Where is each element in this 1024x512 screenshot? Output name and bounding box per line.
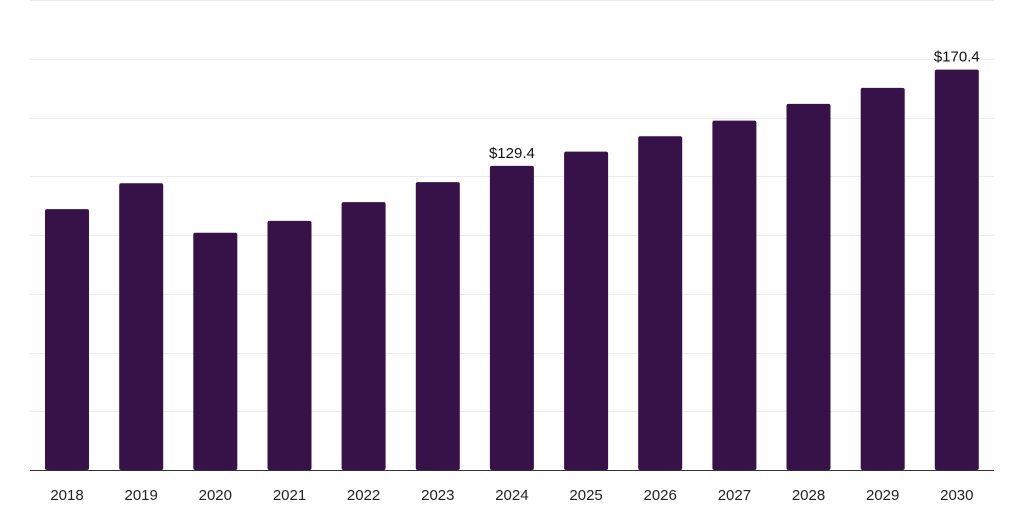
bar-2018: [45, 209, 89, 470]
data-label-2024: $129.4: [489, 145, 535, 162]
x-tick-label-2023: 2023: [421, 487, 454, 504]
bar-2020: [193, 232, 238, 470]
bar-2019: [119, 183, 164, 471]
x-tick-label-2021: 2021: [273, 487, 306, 504]
x-tick-label-2030: 2030: [940, 487, 973, 504]
x-tick-label-2018: 2018: [50, 487, 83, 504]
data-labels: $129.4 $170.4: [489, 49, 980, 162]
x-tick-label-2024: 2024: [495, 487, 528, 504]
x-tick-labels: 2018 2019 2020 2021 2022 2023 2024 2025 2026 2027…: [50, 487, 973, 504]
x-tick-label-2025: 2025: [569, 487, 602, 504]
bar-2028: [786, 103, 831, 471]
bar-2029: [860, 87, 905, 471]
bar-2027: [712, 120, 757, 470]
bar-2021: [267, 220, 312, 470]
x-tick-label-2019: 2019: [125, 487, 158, 504]
bar-2022: [341, 202, 386, 470]
bar-2024: [489, 165, 534, 470]
x-tick-label-2026: 2026: [644, 487, 677, 504]
x-tick-label-2029: 2029: [866, 487, 899, 504]
x-tick-label-2028: 2028: [792, 487, 825, 504]
bar-2025: [564, 151, 609, 470]
data-label-2030: $170.4: [934, 49, 980, 66]
x-tick-label-2022: 2022: [347, 487, 380, 504]
bar-2026: [638, 136, 683, 471]
x-tick-label-2020: 2020: [199, 487, 232, 504]
bars: [45, 69, 979, 471]
bar-2030: [934, 69, 979, 470]
bar-2023: [415, 182, 460, 470]
x-tick-label-2027: 2027: [718, 487, 751, 504]
